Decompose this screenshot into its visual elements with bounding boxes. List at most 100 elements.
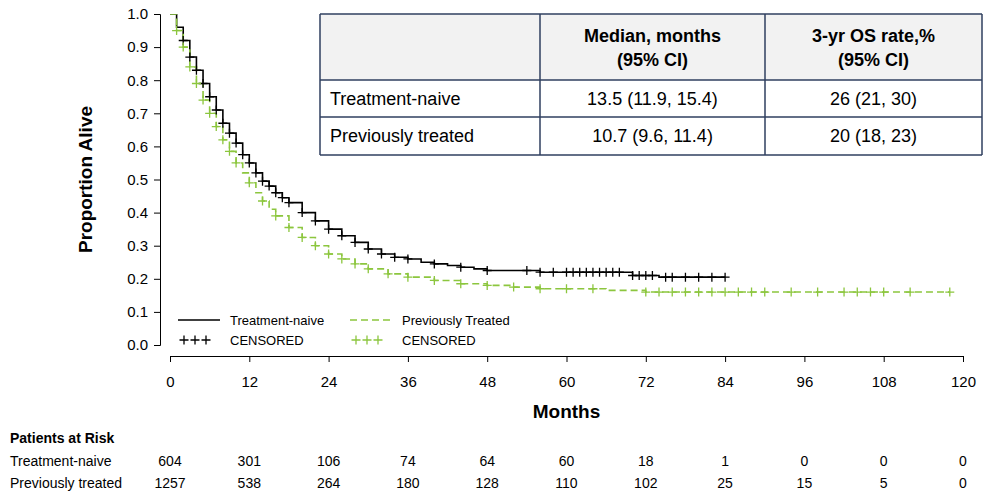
censor-mark xyxy=(185,62,194,71)
censor-mark xyxy=(483,281,492,290)
censor-mark xyxy=(840,288,849,297)
y-tick-mark xyxy=(154,80,160,81)
censor-mark xyxy=(238,150,247,159)
censor-mark xyxy=(337,254,346,263)
y-tick-label: 1.0 xyxy=(127,5,148,22)
censor-mark xyxy=(641,288,650,297)
legend-symbol xyxy=(363,336,372,345)
table-rule xyxy=(320,13,982,15)
y-axis: 0.00.10.20.30.40.50.60.70.80.91.0 xyxy=(127,5,160,353)
y-tick-label: 0.8 xyxy=(127,72,148,89)
table-rule xyxy=(320,116,982,118)
risk-count: 110 xyxy=(555,475,578,491)
x-tick-label: 48 xyxy=(479,373,496,390)
censor-mark xyxy=(403,254,412,263)
x-tick: 96 xyxy=(797,356,814,390)
legend: Treatment-naivePreviously TreatedCENSORE… xyxy=(178,313,510,348)
y-tick-label: 0.1 xyxy=(127,303,148,320)
censor-mark xyxy=(284,223,293,232)
x-tick: 36 xyxy=(400,356,417,390)
censor-mark xyxy=(278,193,287,202)
risk-count: 106 xyxy=(317,453,341,469)
x-tick-label: 12 xyxy=(241,373,258,390)
legend-label: CENSORED xyxy=(230,333,304,348)
censor-mark xyxy=(668,288,677,297)
censor-mark xyxy=(536,268,545,277)
y-tick: 1.0 xyxy=(127,5,160,22)
risk-count: 25 xyxy=(717,475,733,491)
x-tick-label: 24 xyxy=(321,373,338,390)
censor-mark xyxy=(324,225,333,234)
x-tick-mark xyxy=(804,356,805,362)
x-tick: 24 xyxy=(321,356,338,390)
censor-mark xyxy=(311,241,320,250)
risk-count: 64 xyxy=(479,453,495,469)
censor-mark xyxy=(879,288,888,297)
censor-mark xyxy=(390,253,399,262)
y-tick: 0.5 xyxy=(127,171,160,188)
censor-mark xyxy=(351,259,360,268)
censor-mark xyxy=(364,245,373,254)
censor-mark xyxy=(456,279,465,288)
x-tick-mark xyxy=(249,356,250,362)
risk-count: 1257 xyxy=(154,475,185,491)
censor-mark xyxy=(536,284,545,293)
y-tick-label: 0.7 xyxy=(127,105,148,122)
legend-line xyxy=(178,319,220,321)
risk-count: 1 xyxy=(721,453,729,469)
censor-mark xyxy=(694,273,703,282)
censor-mark xyxy=(681,288,690,297)
risk-row-label: Treatment-naive xyxy=(10,453,112,469)
y-axis-title: Proportion Alive xyxy=(75,106,96,253)
table-header: (95% CI) xyxy=(838,50,909,70)
y-axis-line xyxy=(154,15,161,346)
risk-count: 60 xyxy=(559,453,575,469)
censor-mark xyxy=(562,284,571,293)
table-cell: 26 (21, 30) xyxy=(830,89,917,109)
x-tick: 108 xyxy=(872,356,897,390)
risk-count: 301 xyxy=(238,453,262,469)
y-tick: 0.2 xyxy=(127,270,160,287)
censor-mark xyxy=(522,266,531,275)
x-axis-line xyxy=(171,357,964,363)
table-rule xyxy=(764,14,766,155)
risk-count: 264 xyxy=(317,475,341,491)
x-tick-mark xyxy=(884,356,885,362)
censor-mark xyxy=(760,288,769,297)
y-tick-mark xyxy=(154,47,160,48)
x-tick-mark xyxy=(487,356,488,362)
censor-mark xyxy=(185,53,194,62)
y-tick-mark xyxy=(154,279,160,280)
x-tick-label: 72 xyxy=(638,373,655,390)
legend-label: Treatment-naive xyxy=(230,313,324,328)
censor-mark xyxy=(509,283,518,292)
censor-mark xyxy=(245,158,254,167)
censor-mark xyxy=(615,268,624,277)
risk-count: 15 xyxy=(797,475,813,491)
censor-mark xyxy=(655,288,664,297)
table-cell: 10.7 (9.6, 11.4) xyxy=(592,126,713,146)
censor-mark xyxy=(212,122,221,131)
x-tick: 84 xyxy=(717,356,734,390)
y-tick-label: 0.3 xyxy=(127,237,148,254)
x-axis: 01224364860728496108120 xyxy=(166,356,976,390)
censor-mark xyxy=(271,211,280,220)
y-tick-mark xyxy=(154,246,160,247)
x-axis-title: Months xyxy=(533,401,601,422)
table-header: Median, months xyxy=(584,26,721,46)
censor-mark xyxy=(218,135,227,144)
y-tick: 0.1 xyxy=(127,303,160,320)
x-tick-mark xyxy=(170,356,171,362)
risk-count: 180 xyxy=(396,475,420,491)
y-tick-mark xyxy=(154,14,160,15)
legend-symbol xyxy=(180,336,189,345)
censor-mark xyxy=(324,249,333,258)
legend-symbol xyxy=(191,336,200,345)
risk-count: 102 xyxy=(634,475,658,491)
y-tick: 0.8 xyxy=(127,72,160,89)
summary-table: Median, months(95% CI)3-yr OS rate,%(95%… xyxy=(320,14,982,155)
censor-mark xyxy=(199,96,208,105)
table-header-background xyxy=(320,14,982,80)
risk-table-title: Patients at Risk xyxy=(10,430,114,446)
table-cell: Treatment-naive xyxy=(330,89,460,109)
